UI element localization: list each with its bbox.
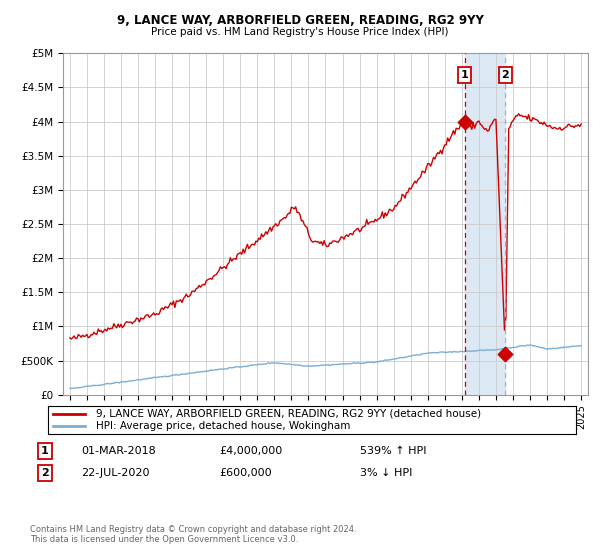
Text: 3% ↓ HPI: 3% ↓ HPI [360, 468, 412, 478]
Point [500, 349, 510, 358]
Text: 2: 2 [502, 70, 509, 80]
Text: Price paid vs. HM Land Registry's House Price Index (HPI): Price paid vs. HM Land Registry's House … [151, 27, 449, 37]
Text: 9, LANCE WAY, ARBORFIELD GREEN, READING, RG2 9YY (detached house): 9, LANCE WAY, ARBORFIELD GREEN, READING,… [95, 409, 481, 419]
Text: 9, LANCE WAY, ARBORFIELD GREEN, READING, RG2 9YY: 9, LANCE WAY, ARBORFIELD GREEN, READING,… [116, 14, 484, 27]
Text: 539% ↑ HPI: 539% ↑ HPI [360, 446, 427, 456]
Point [460, 117, 470, 126]
Text: £4,000,000: £4,000,000 [219, 446, 282, 456]
Bar [465, 53, 505, 395]
Text: £600,000: £600,000 [219, 468, 272, 478]
Text: 01-MAR-2018: 01-MAR-2018 [81, 446, 156, 456]
Text: HPI: Average price, detached house, Wokingham: HPI: Average price, detached house, Woki… [95, 421, 350, 431]
Text: 1: 1 [461, 70, 469, 80]
Text: 2: 2 [41, 468, 49, 478]
Text: Contains HM Land Registry data © Crown copyright and database right 2024.
This d: Contains HM Land Registry data © Crown c… [30, 525, 356, 544]
Text: 22-JUL-2020: 22-JUL-2020 [81, 468, 149, 478]
Text: 1: 1 [41, 446, 49, 456]
